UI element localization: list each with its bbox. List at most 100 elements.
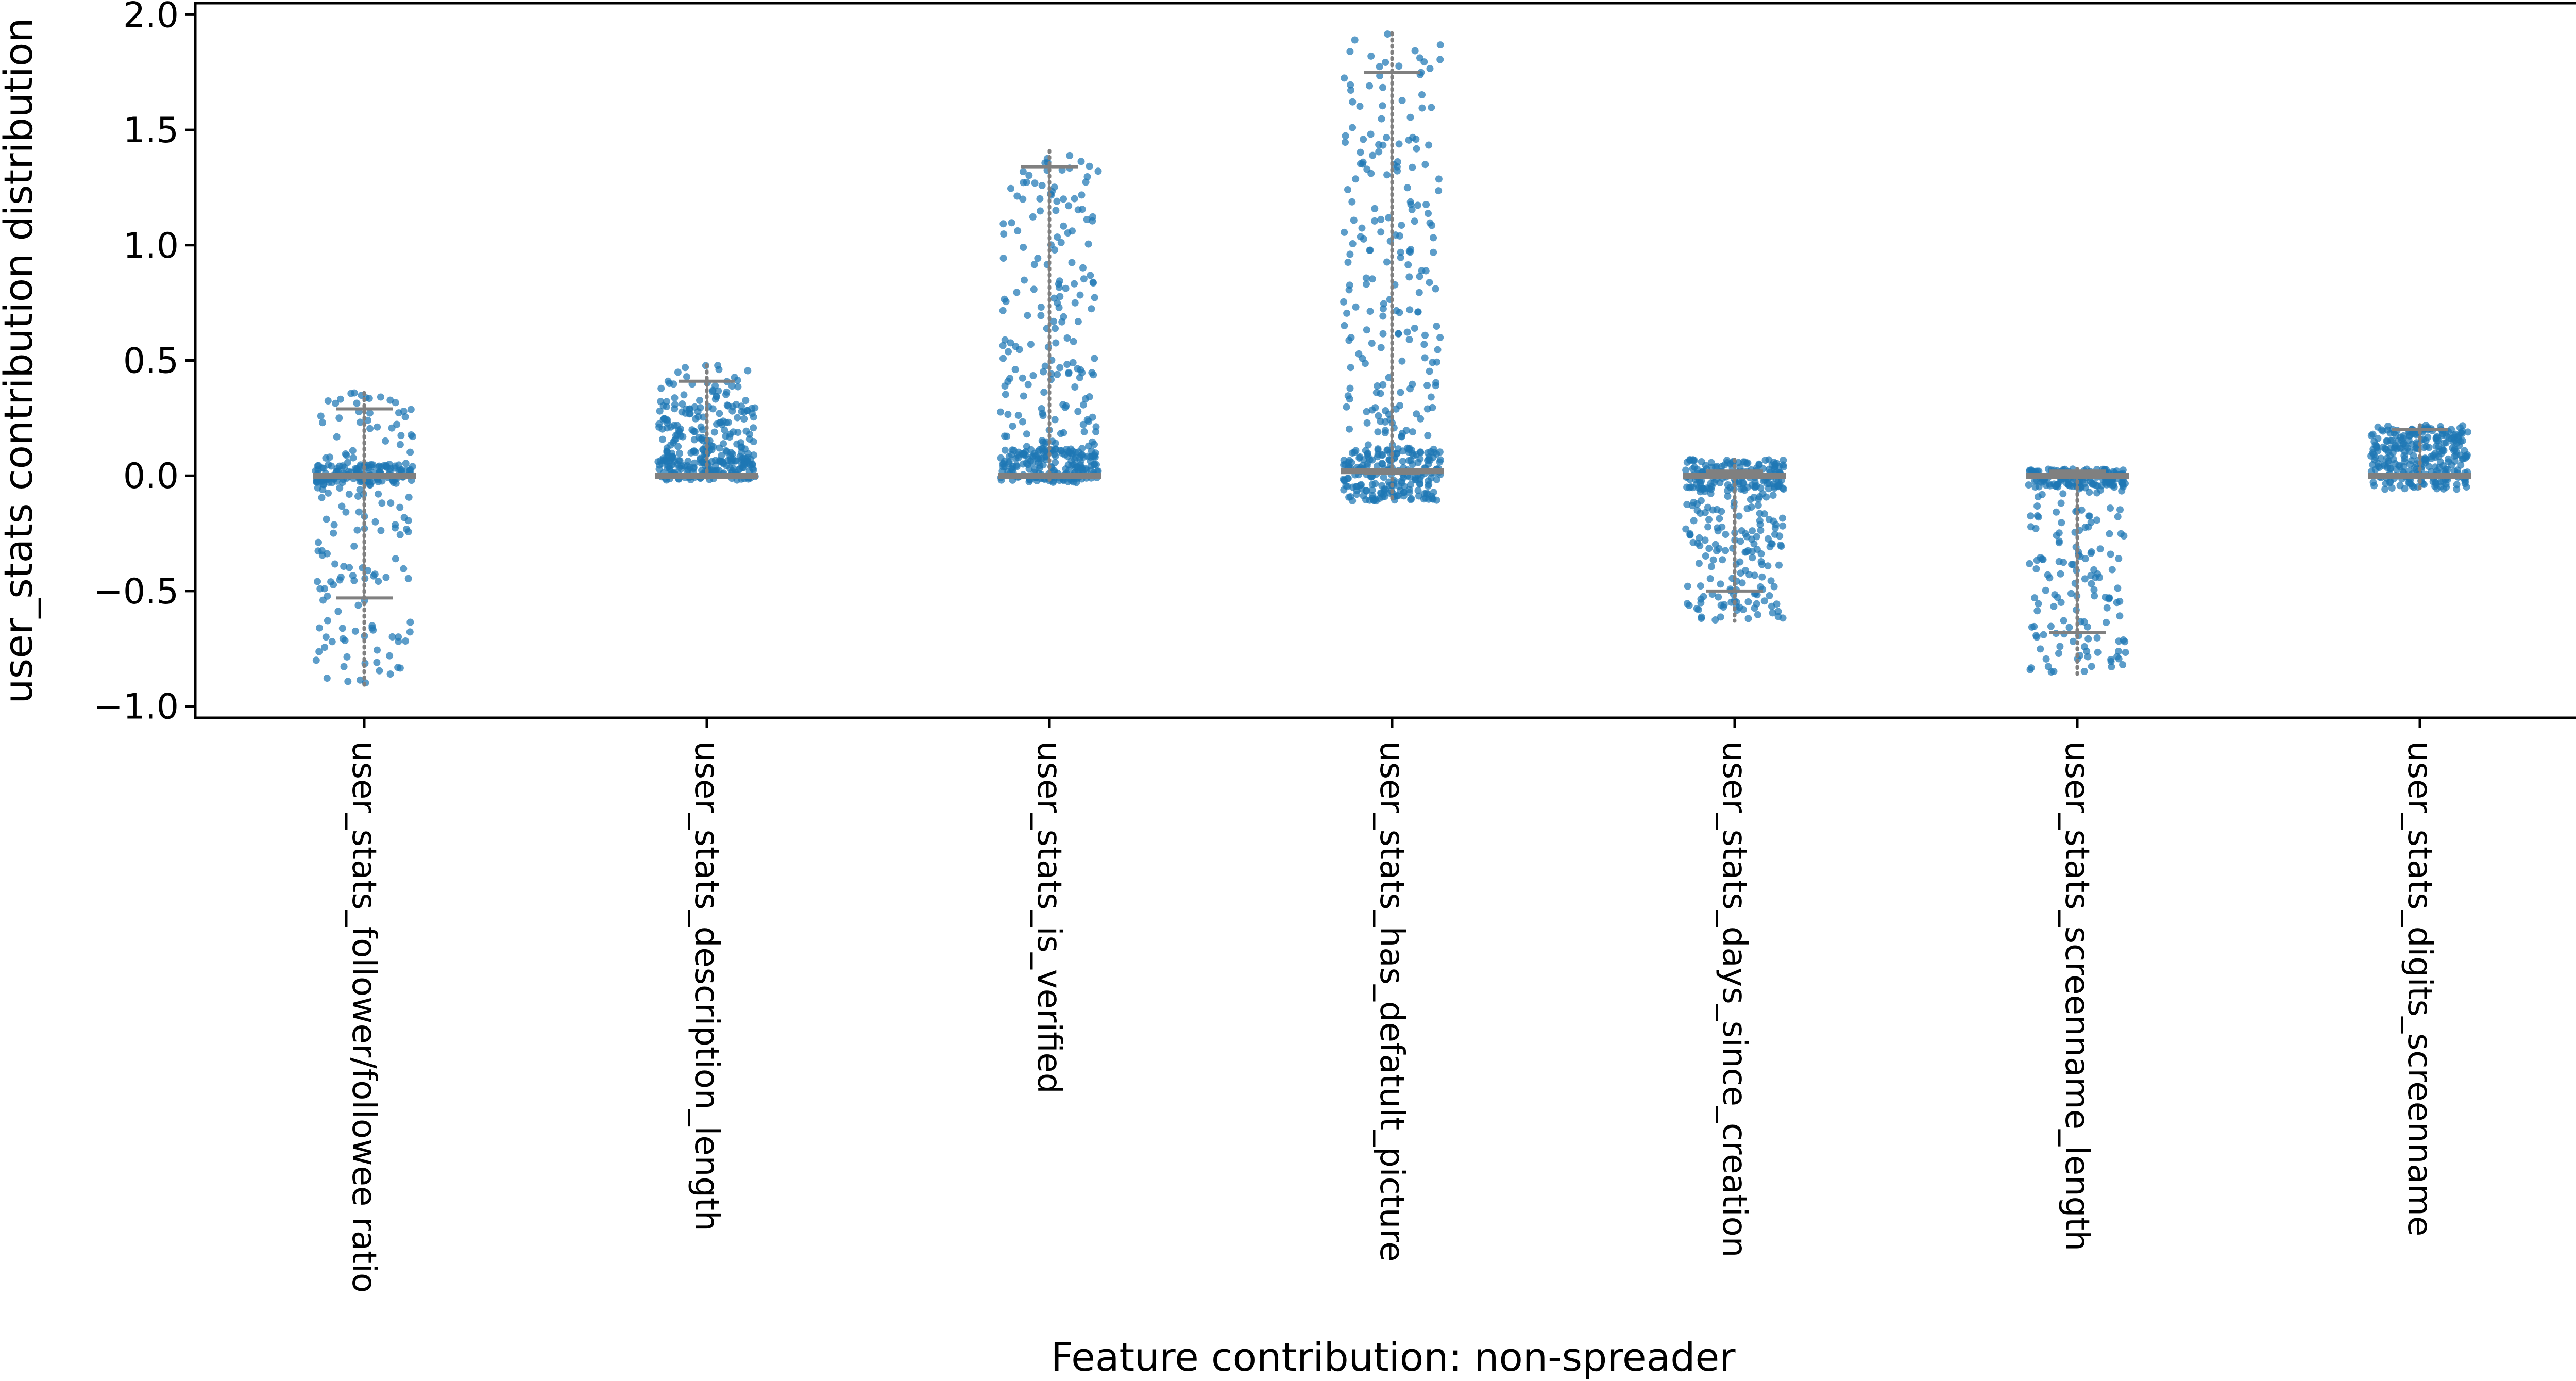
data-point [373,659,381,666]
data-point [406,618,414,626]
data-point [1751,483,1759,491]
data-point [1764,562,1772,570]
data-point [1685,601,1693,609]
data-point [683,373,690,381]
data-point [1430,248,1437,256]
data-point [312,656,320,664]
data-point [1012,461,1020,469]
data-point [1381,493,1388,500]
data-point [684,458,692,465]
data-point [1421,354,1429,362]
data-point [1088,305,1095,313]
data-point [726,452,734,460]
data-point [1057,239,1065,246]
data-point [1418,104,1426,112]
data-point [1074,318,1082,326]
data-point [1020,392,1027,400]
data-point [392,399,399,407]
data-point [1344,392,1352,400]
data-point [1749,548,1756,555]
data-point [1704,503,1711,511]
data-point [2026,466,2033,474]
data-point [1425,210,1432,217]
data-point [1395,62,1403,70]
data-point [2445,458,2452,466]
data-point [406,628,414,636]
data-point [2106,530,2113,537]
data-point [2421,454,2429,462]
data-point [2040,478,2048,485]
data-point [1416,448,1424,456]
data-point [388,424,396,432]
plot-area [312,30,2472,687]
data-point [370,572,378,580]
data-point [1356,103,1364,110]
data-point [1083,216,1091,223]
data-point [2371,466,2379,474]
data-point [2400,432,2408,440]
data-point [734,376,741,384]
data-point [1407,457,1415,464]
data-point [1051,246,1059,254]
data-point [404,575,412,582]
data-point [1686,530,1694,537]
data-point [1379,451,1386,459]
data-point [2094,648,2102,656]
data-point [690,428,698,435]
data-point [1023,443,1030,450]
data-point [2389,449,2397,457]
data-point [1091,441,1098,448]
data-point [349,572,357,580]
category-group [2025,465,2129,676]
data-point [2057,499,2065,507]
data-point [378,499,386,507]
data-point [1015,346,1023,353]
data-point [1430,449,1438,457]
data-point [2437,458,2444,466]
data-point [345,491,353,498]
data-point [392,521,399,529]
data-point [1724,493,1732,500]
data-point [1363,487,1370,495]
data-point [2084,623,2091,631]
category-label: user_stats_digits_screenname [2400,741,2438,1236]
data-point [1765,466,1773,474]
data-point [1367,52,1375,60]
data-point [1397,254,1404,261]
data-point [2396,463,2403,470]
data-point [1049,317,1057,325]
data-point [2400,452,2408,460]
data-point [405,493,413,501]
data-point [386,396,394,404]
data-point [1421,331,1429,339]
data-point [366,481,374,489]
data-point [383,464,391,471]
data-point [1013,192,1021,200]
data-point [2065,624,2073,631]
data-point [2103,618,2110,626]
data-point [1720,601,1728,609]
data-point [1079,264,1087,272]
data-point [1081,465,1089,473]
data-point [1355,454,1363,462]
data-point [660,456,668,464]
data-point [728,458,736,466]
category-group [654,362,759,484]
data-point [1396,232,1403,240]
data-point [1052,440,1059,447]
data-point [1347,493,1354,500]
data-point [322,633,330,641]
data-point [1425,141,1433,149]
data-point [396,503,404,511]
data-point [1059,401,1067,409]
data-point [1376,72,1384,80]
data-point [2060,617,2067,625]
data-point [1401,483,1409,491]
data-point [1383,258,1391,266]
data-point [1087,272,1094,279]
data-point [1749,554,1756,562]
data-point [1348,198,1356,206]
data-point [1053,197,1061,205]
data-point [1427,474,1435,482]
data-point [356,486,364,494]
